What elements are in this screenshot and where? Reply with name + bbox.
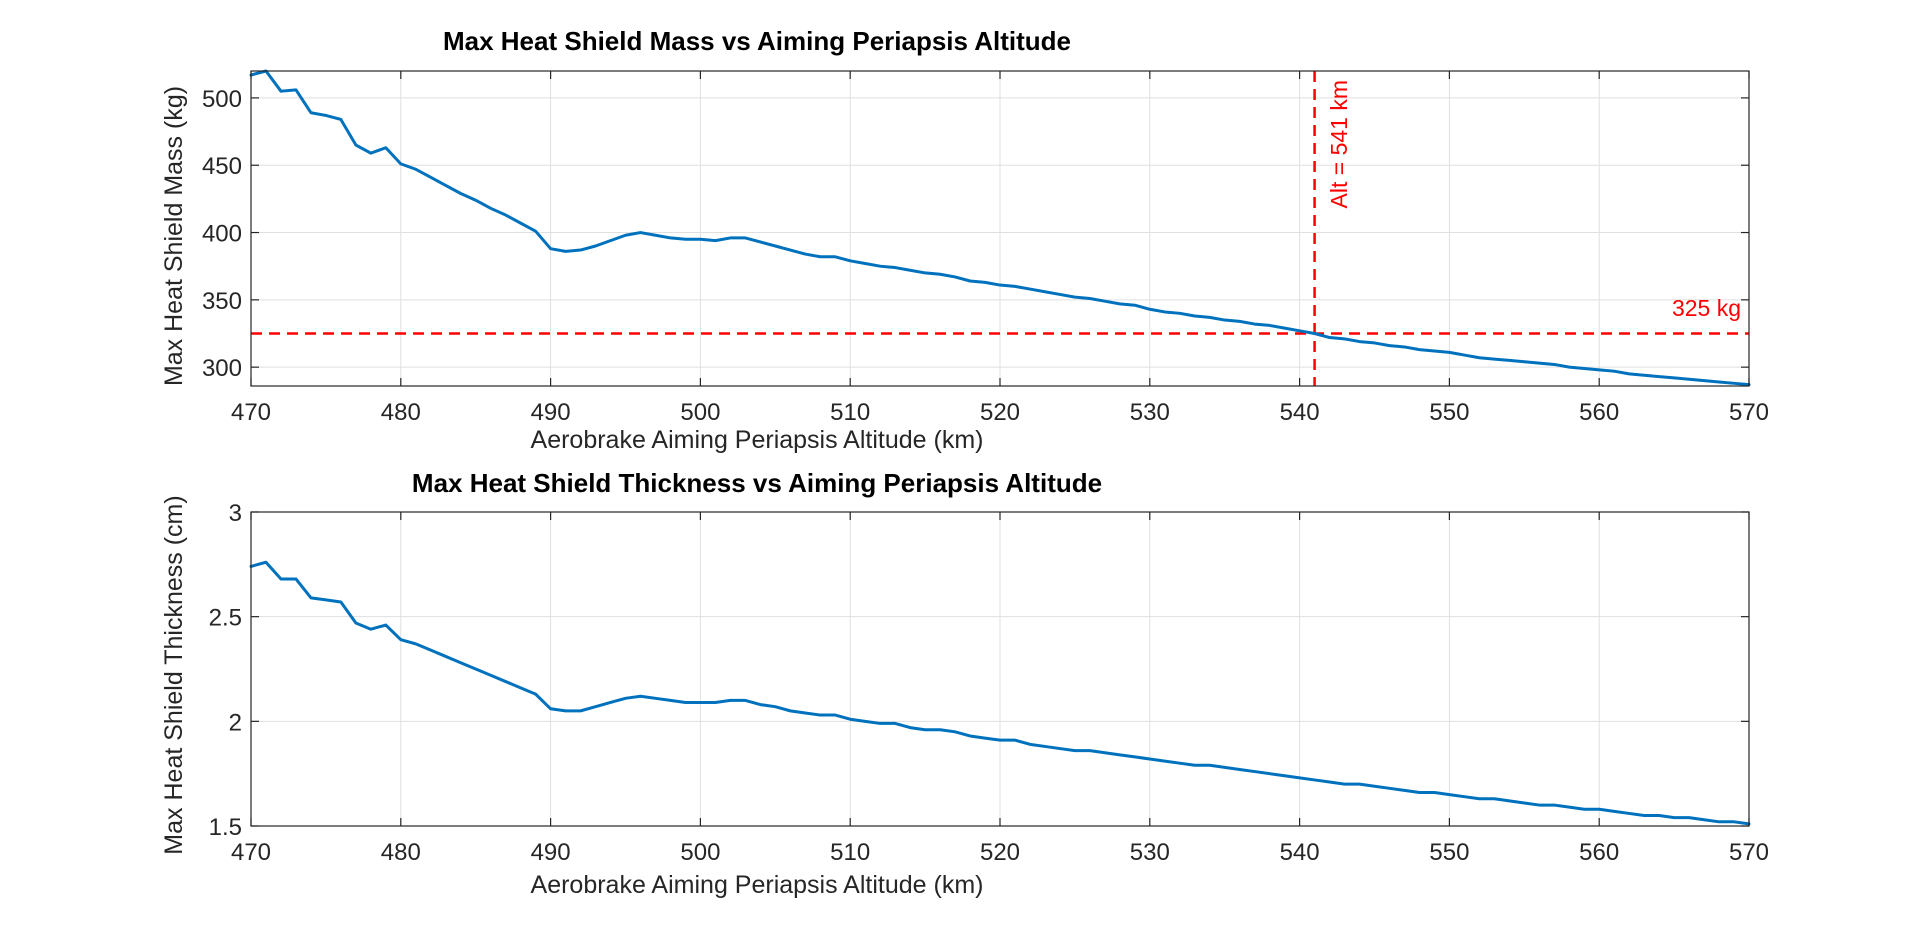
thickness-plot-area: 470 480 490 500 510 520 530 540 550 560 570 1.5 2 2.5… — [209, 500, 1769, 866]
thickness-xtick-label: 480 — [381, 839, 421, 866]
mass-series-line — [249, 69, 1751, 387]
mass-ytick-label: 450 — [202, 153, 242, 180]
mass-xtick-label: 560 — [1579, 399, 1619, 426]
mass-xtick-label: 490 — [531, 399, 571, 426]
mass-xtick-label: 540 — [1280, 399, 1320, 426]
mass-plot-area: 470 480 490 500 510 520 530 540 550 560 570 300 350 4… — [202, 69, 1769, 426]
mass-xtick-label: 470 — [231, 399, 271, 426]
thickness-ytick-label: 2.5 — [209, 605, 242, 632]
thickness-xtick-label: 560 — [1579, 839, 1619, 866]
mass-xtick-label: 510 — [830, 399, 870, 426]
mass-chart-xlabel: Aerobrake Aiming Periapsis Altitude (km) — [531, 426, 984, 454]
mass-chart: 470 480 490 500 510 520 530 540 550 560 570 300 350 4… — [160, 26, 1769, 454]
mass-xtick-label: 550 — [1429, 399, 1469, 426]
mass-xtick-label: 480 — [381, 399, 421, 426]
thickness-ytick-label: 3 — [229, 500, 242, 527]
thickness-xtick-label: 520 — [980, 839, 1020, 866]
thickness-xtick-label: 510 — [830, 839, 870, 866]
thickness-chart-xlabel: Aerobrake Aiming Periapsis Altitude (km) — [531, 871, 984, 899]
mass-xtick-label: 570 — [1729, 399, 1769, 426]
thickness-chart: 470 480 490 500 510 520 530 540 550 560 570 1.5 2 2.5… — [160, 468, 1769, 899]
thickness-xtick-label: 540 — [1280, 839, 1320, 866]
thickness-xtick-label: 490 — [531, 839, 571, 866]
thickness-xtick-label: 470 — [231, 839, 271, 866]
mass-ytick-label: 500 — [202, 86, 242, 113]
thickness-xtick-label: 530 — [1130, 839, 1170, 866]
mass-chart-ylabel: Max Heat Shield Mass (kg) — [160, 86, 188, 386]
reference-label-325kg: 325 kg — [1672, 295, 1741, 321]
thickness-chart-title: Max Heat Shield Thickness vs Aiming Peri… — [412, 468, 1102, 498]
mass-ytick-label: 350 — [202, 288, 242, 315]
mass-xtick-label: 520 — [980, 399, 1020, 426]
thickness-ytick-label: 2 — [229, 709, 242, 736]
reference-label-541km: Alt = 541 km — [1326, 80, 1352, 208]
thickness-xtick-label: 550 — [1429, 839, 1469, 866]
mass-xtick-label: 500 — [680, 399, 720, 426]
mass-xtick-label: 530 — [1130, 399, 1170, 426]
mass-ytick-label: 400 — [202, 221, 242, 248]
thickness-ytick-label: 1.5 — [209, 814, 242, 841]
mass-chart-title: Max Heat Shield Mass vs Aiming Periapsis… — [443, 26, 1071, 56]
thickness-xtick-label: 500 — [680, 839, 720, 866]
thickness-chart-ylabel: Max Heat Shield Thickness (cm) — [160, 495, 188, 854]
thickness-series-line — [249, 560, 1751, 826]
mass-ytick-label: 300 — [202, 355, 242, 382]
thickness-xtick-label: 570 — [1729, 839, 1769, 866]
